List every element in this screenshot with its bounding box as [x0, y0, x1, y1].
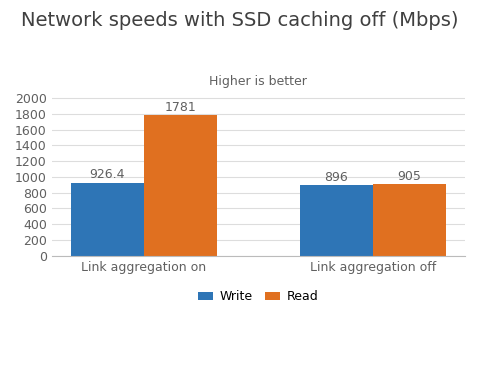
Text: 896: 896 — [324, 170, 348, 184]
Bar — [300, 185, 373, 256]
Text: 1781: 1781 — [165, 101, 196, 114]
Title: Higher is better: Higher is better — [209, 74, 307, 88]
Bar — [71, 183, 144, 256]
Text: Network speeds with SSD caching off (Mbps): Network speeds with SSD caching off (Mbp… — [21, 11, 459, 30]
Legend: Write, Read: Write, Read — [193, 285, 324, 308]
Bar — [144, 115, 217, 256]
Text: 926.4: 926.4 — [89, 168, 125, 181]
Bar — [373, 184, 446, 256]
Text: 905: 905 — [397, 170, 421, 183]
